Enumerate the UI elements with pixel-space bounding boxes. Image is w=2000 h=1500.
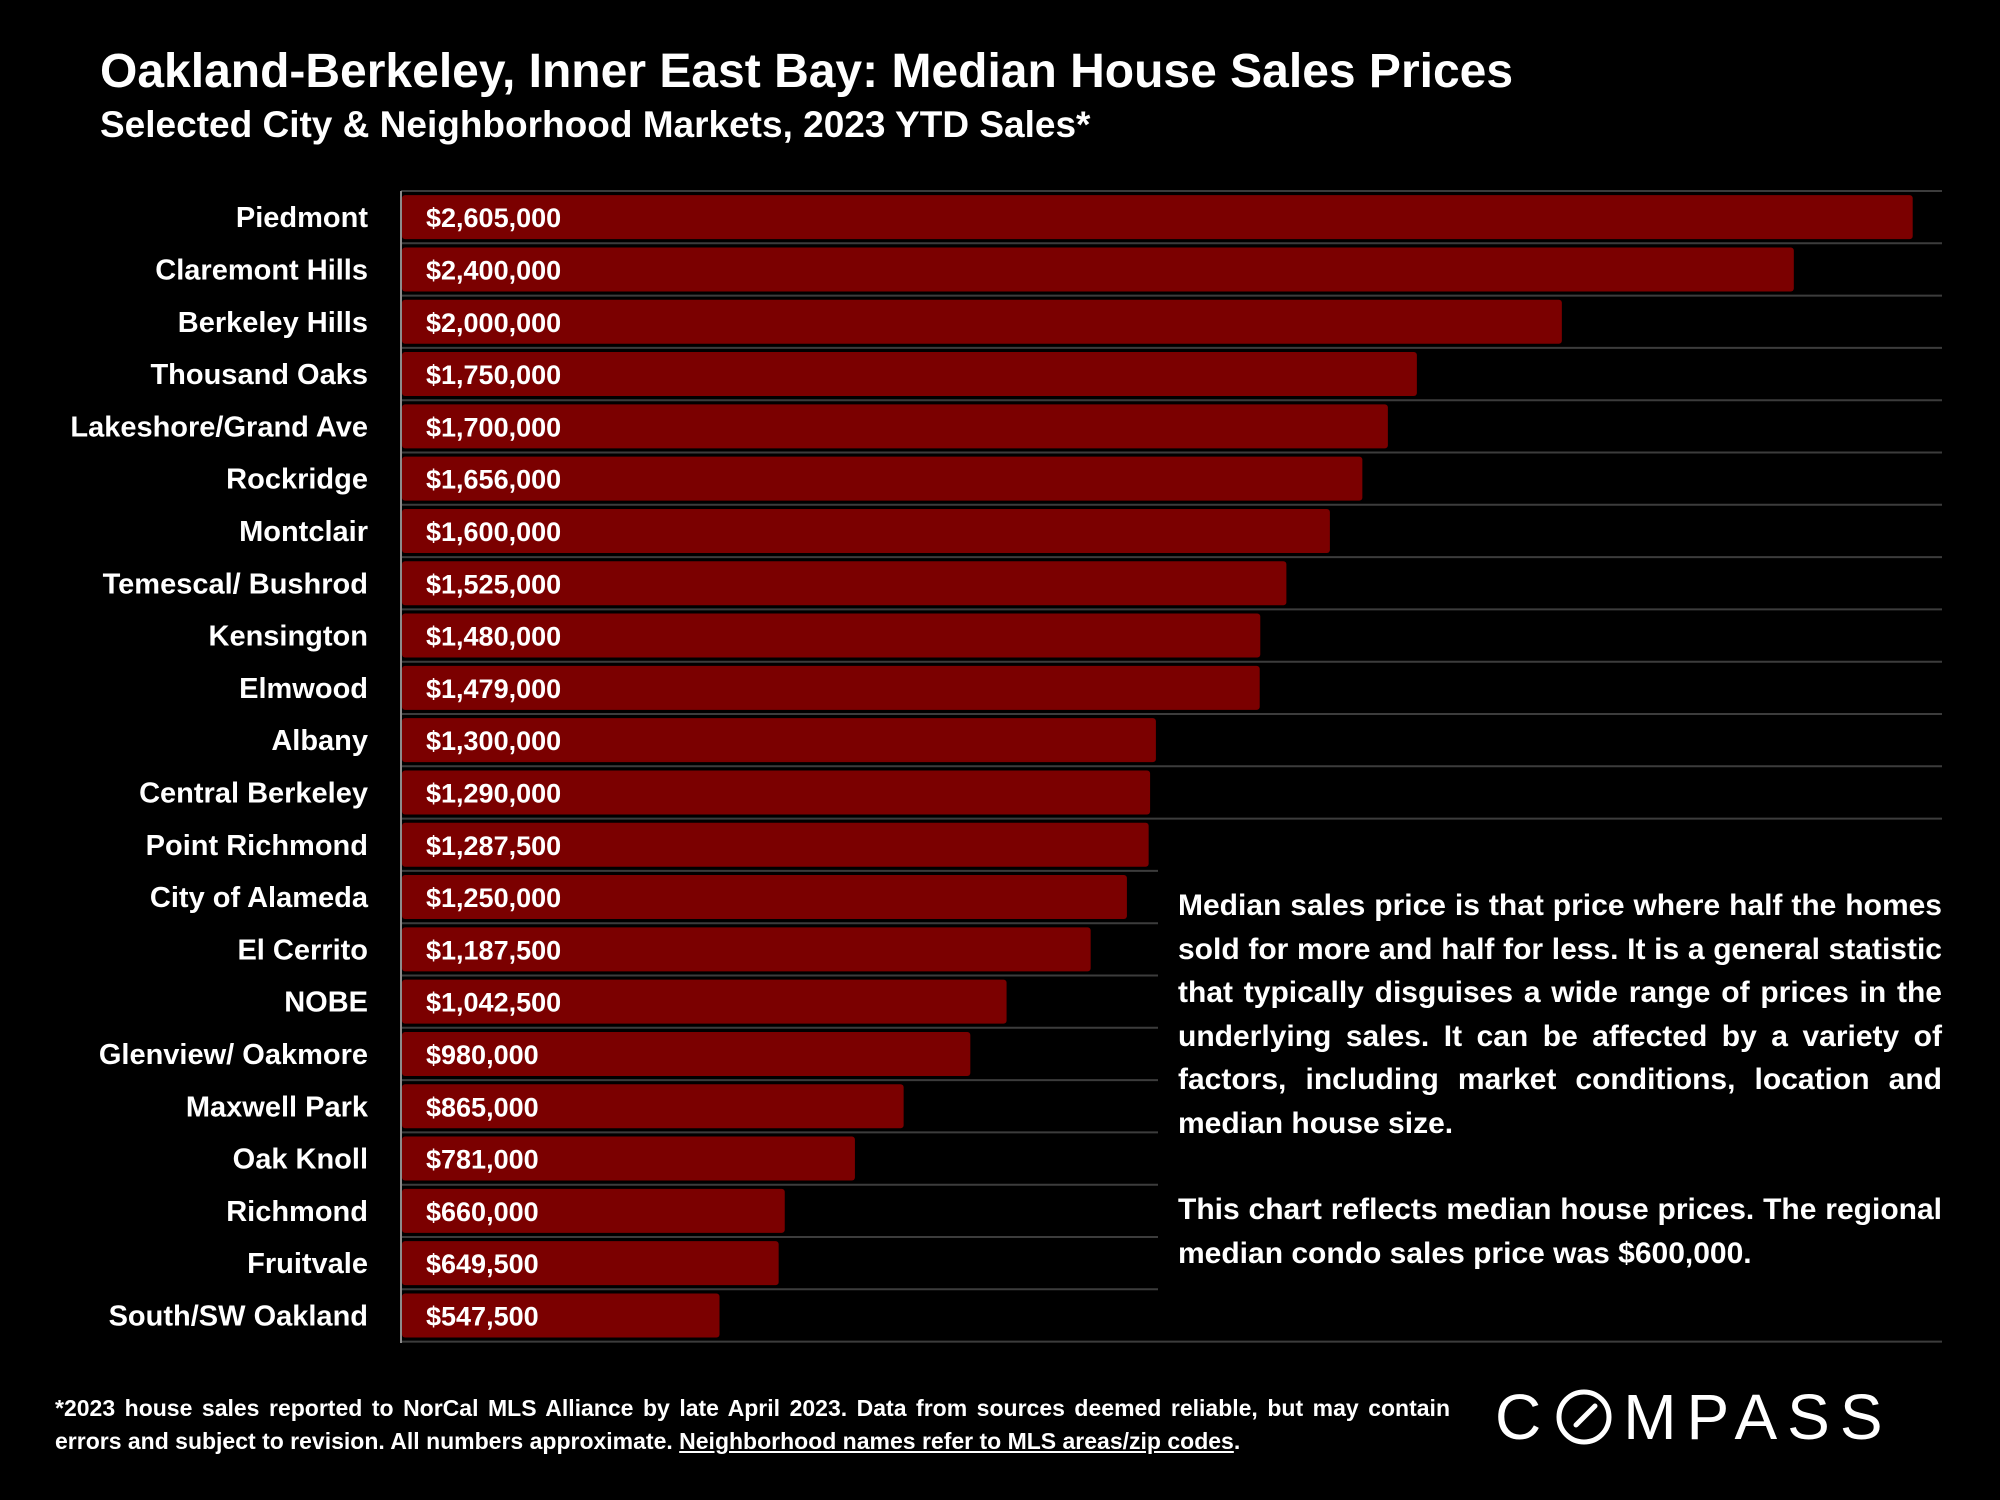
bar xyxy=(402,352,1417,397)
bar xyxy=(402,979,1007,1024)
logo-letter-c: C xyxy=(1495,1381,1552,1453)
category-label: City of Alameda xyxy=(150,882,369,914)
category-label: Maxwell Park xyxy=(186,1091,369,1123)
category-labels: Piedmont Claremont Hills Berkeley Hills Tho… xyxy=(70,202,369,1332)
data-label: $1,187,500 xyxy=(426,935,561,965)
chart-title: Oakland-Berkeley, Inner East Bay: Median… xyxy=(100,45,1514,98)
category-label: Kensington xyxy=(209,621,369,653)
data-label: $2,000,000 xyxy=(426,308,561,338)
note-paragraph-2: This chart reflects median house prices.… xyxy=(1178,1193,1942,1270)
category-label: Oak Knoll xyxy=(233,1144,368,1176)
bar xyxy=(402,718,1156,763)
bar xyxy=(402,1293,720,1338)
category-label: El Cerrito xyxy=(237,934,368,966)
bar xyxy=(402,1241,779,1286)
bar xyxy=(402,404,1388,449)
bar xyxy=(402,665,1260,710)
data-label: $1,290,000 xyxy=(426,778,561,808)
bar xyxy=(402,247,1794,292)
category-label: Point Richmond xyxy=(146,830,368,862)
data-label: $1,700,000 xyxy=(426,412,561,442)
bar xyxy=(402,927,1091,972)
bar xyxy=(402,456,1363,501)
data-label: $2,400,000 xyxy=(426,255,561,285)
category-label: Albany xyxy=(271,725,368,757)
logo-letters-mpass: MPASS xyxy=(1623,1381,1893,1453)
category-label: Elmwood xyxy=(239,673,368,705)
bars xyxy=(402,195,1913,1338)
category-label: Berkeley Hills xyxy=(178,307,368,339)
bar xyxy=(402,613,1261,658)
bar xyxy=(402,195,1913,240)
bar xyxy=(402,508,1330,553)
category-label: Richmond xyxy=(226,1196,368,1228)
category-label: Piedmont xyxy=(236,202,368,234)
data-labels: $2,605,000 $2,400,000 $2,000,000 $1,750,000… xyxy=(426,203,561,1331)
bar xyxy=(402,822,1149,867)
category-label: Lakeshore/Grand Ave xyxy=(70,411,368,443)
data-label: $1,250,000 xyxy=(426,883,561,913)
gridlines xyxy=(401,190,1942,1343)
data-label: $980,000 xyxy=(426,1040,539,1070)
data-label: $1,656,000 xyxy=(426,465,561,495)
compass-logo: C MPASS xyxy=(1495,1380,1893,1454)
data-label: $660,000 xyxy=(426,1197,539,1227)
data-label: $1,480,000 xyxy=(426,622,561,652)
category-label: Fruitvale xyxy=(247,1248,368,1280)
bar xyxy=(402,1031,971,1076)
bar xyxy=(402,299,1562,344)
bar xyxy=(402,1188,785,1233)
bar xyxy=(402,770,1151,815)
explanatory-note: Median sales price is that price where h… xyxy=(1178,884,1942,1275)
bar xyxy=(402,1136,855,1181)
category-label: NOBE xyxy=(284,987,368,1019)
compass-o-icon xyxy=(1556,1389,1612,1445)
category-label: Montclair xyxy=(239,516,368,548)
data-label: $1,042,500 xyxy=(426,988,561,1018)
footnote-text: *2023 house sales reported to NorCal MLS… xyxy=(55,1395,1450,1454)
category-label: Temescal/ Bushrod xyxy=(103,568,368,600)
data-label: $1,300,000 xyxy=(426,726,561,756)
category-label: Rockridge xyxy=(226,464,368,496)
data-label: $649,500 xyxy=(426,1249,539,1279)
bar xyxy=(402,561,1287,606)
category-label: Central Berkeley xyxy=(139,777,368,809)
bar xyxy=(402,875,1127,920)
data-label: $1,287,500 xyxy=(426,831,561,861)
data-label: $547,500 xyxy=(426,1301,539,1331)
footnote-end: . xyxy=(1233,1428,1241,1454)
data-label: $781,000 xyxy=(426,1145,539,1175)
category-label: Claremont Hills xyxy=(155,254,368,286)
bar xyxy=(402,1084,904,1129)
data-label: $1,479,000 xyxy=(426,674,561,704)
category-label: South/SW Oakland xyxy=(109,1300,368,1332)
note-paragraph-1: Median sales price is that price where h… xyxy=(1178,889,1942,1140)
data-label: $1,600,000 xyxy=(426,517,561,547)
data-label: $865,000 xyxy=(426,1092,539,1122)
data-label: $1,525,000 xyxy=(426,569,561,599)
footnote-link[interactable]: Neighborhood names refer to MLS areas/zi… xyxy=(679,1428,1234,1454)
footnote: *2023 house sales reported to NorCal MLS… xyxy=(55,1392,1450,1458)
data-label: $1,750,000 xyxy=(426,360,561,390)
data-label: $2,605,000 xyxy=(426,203,561,233)
category-label: Thousand Oaks xyxy=(150,359,368,391)
category-label: Glenview/ Oakmore xyxy=(99,1039,368,1071)
chart-subtitle: Selected City & Neighborhood Markets, 20… xyxy=(100,104,1091,145)
